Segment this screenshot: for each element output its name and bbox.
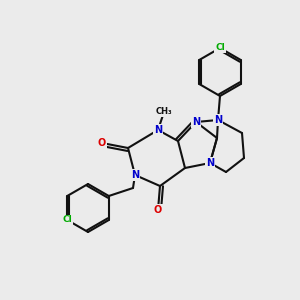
Text: N: N	[154, 125, 162, 135]
Text: Cl: Cl	[215, 44, 225, 52]
Text: O: O	[154, 205, 162, 215]
Text: N: N	[192, 117, 200, 127]
Text: CH₃: CH₃	[156, 107, 172, 116]
Text: O: O	[98, 138, 106, 148]
Text: Cl: Cl	[62, 215, 72, 224]
Text: N: N	[131, 170, 139, 180]
Text: N: N	[214, 115, 222, 125]
Text: N: N	[206, 158, 214, 168]
